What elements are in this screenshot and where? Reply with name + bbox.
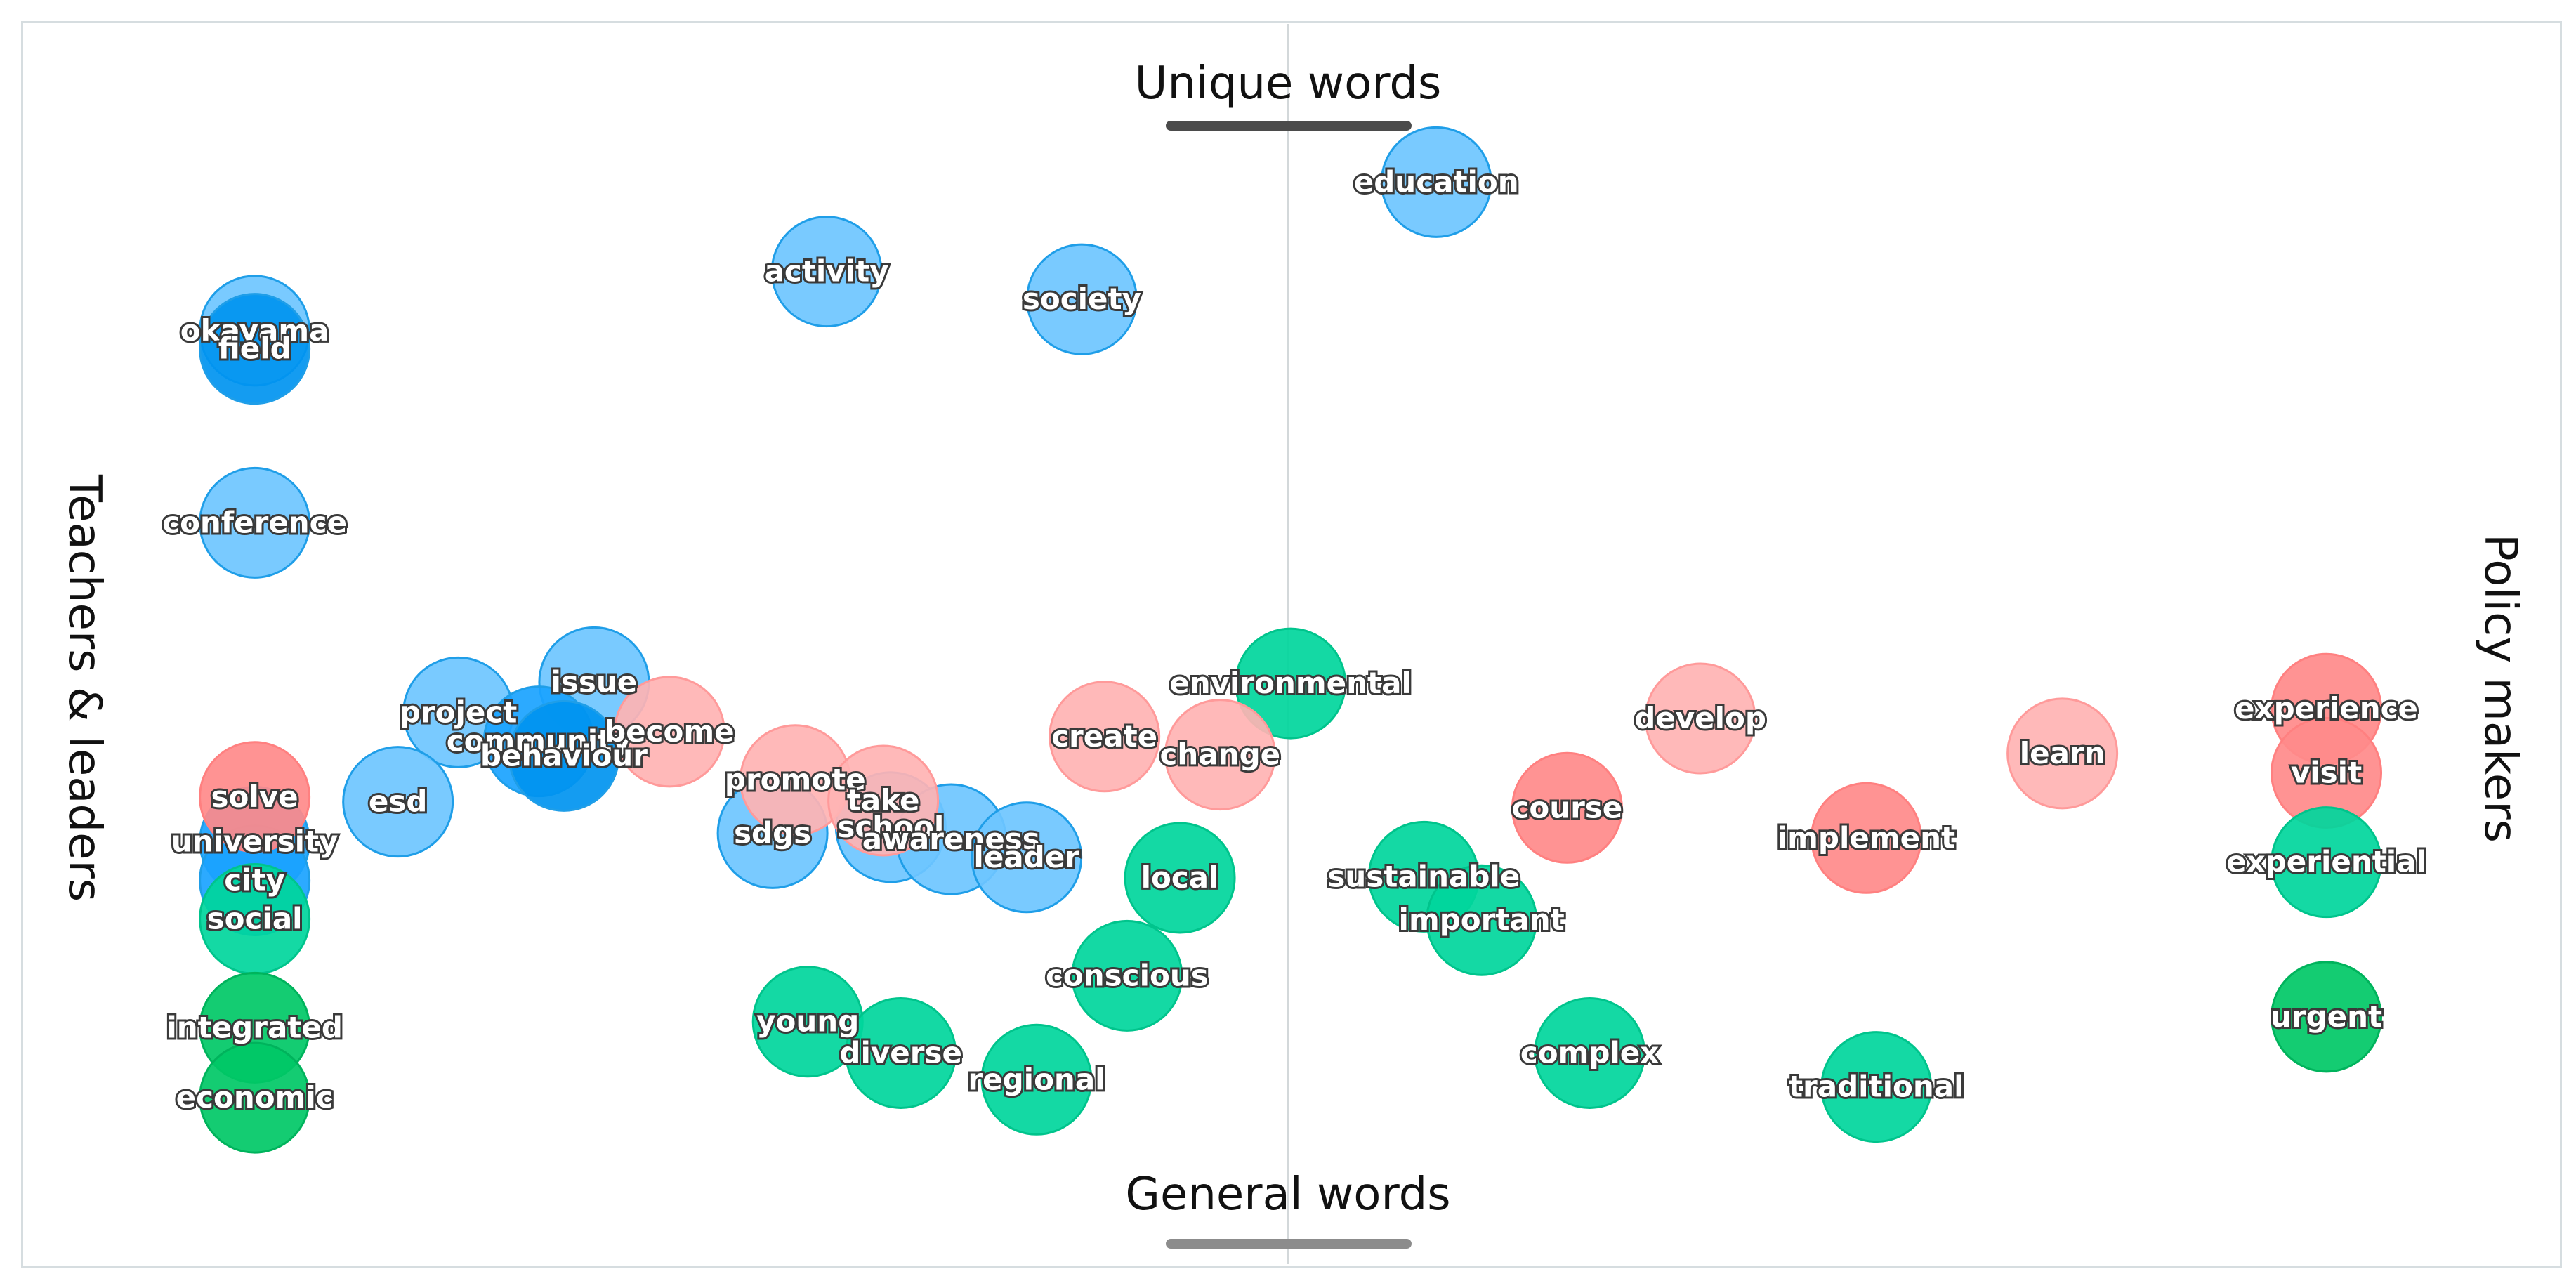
label-experience: experience	[2235, 691, 2418, 725]
point-environmental	[1235, 627, 1347, 740]
axis-title-top: Unique words	[1134, 58, 1442, 110]
point-urgent	[2271, 961, 2383, 1073]
label-social: social	[207, 902, 303, 936]
label-diverse: diverse	[839, 1035, 962, 1070]
point-complex	[1534, 997, 1646, 1109]
axis-title-bottom: General words	[1125, 1169, 1451, 1221]
label-issue: issue	[551, 664, 638, 699]
label-education: education	[1354, 164, 1519, 199]
label-sdgs: sdgs	[734, 815, 811, 850]
point-education	[1380, 126, 1492, 238]
label-change: change	[1160, 737, 1281, 772]
label-esd: esd	[369, 784, 428, 819]
label-important: important	[1399, 902, 1565, 937]
label-okayama: okayama	[180, 313, 329, 348]
label-develop: develop	[1634, 701, 1766, 735]
label-take: take	[847, 783, 920, 817]
point-society	[1025, 243, 1138, 355]
top-axis-bar	[1166, 121, 1412, 131]
label-urgent: urgent	[2271, 999, 2382, 1034]
label-conference: conference	[162, 505, 347, 539]
point-regional	[980, 1023, 1093, 1136]
label-implement: implement	[1777, 820, 1955, 855]
label-school: school	[837, 810, 944, 844]
label-activity: activity	[765, 254, 889, 289]
point-conference	[199, 466, 311, 579]
label-promote: promote	[725, 763, 866, 797]
point-experiential	[2271, 806, 2383, 919]
label-course: course	[1511, 790, 1622, 824]
label-experiential: experiential	[2226, 845, 2426, 879]
point-diverse	[845, 997, 957, 1109]
point-course	[1511, 751, 1623, 864]
point-important	[1426, 864, 1538, 976]
point-become	[613, 676, 725, 788]
point-conscious	[1071, 919, 1183, 1032]
point-learn	[2006, 697, 2119, 810]
point-esd	[342, 746, 454, 858]
label-traditional: traditional	[1789, 1070, 1964, 1104]
point-economic	[199, 1041, 311, 1154]
label-integrated: integrated	[166, 1010, 343, 1044]
label-young: young	[756, 1004, 859, 1039]
label-complex: complex	[1520, 1035, 1660, 1070]
label-become: become	[605, 714, 735, 749]
label-create: create	[1051, 719, 1157, 754]
bottom-axis-bar	[1166, 1239, 1412, 1249]
label-university: university	[171, 824, 339, 858]
point-traditional	[1820, 1031, 1933, 1143]
label-city: city	[224, 862, 285, 897]
label-field: field	[218, 331, 291, 366]
point-leader	[971, 801, 1083, 914]
label-sustainable: sustainable	[1327, 859, 1520, 893]
label-learn: learn	[2020, 736, 2105, 770]
label-conscious: conscious	[1046, 958, 1209, 992]
point-local	[1124, 822, 1236, 934]
label-project: project	[400, 695, 518, 729]
point-create	[1049, 681, 1161, 793]
point-develop	[1644, 662, 1756, 775]
point-field	[199, 293, 311, 405]
label-society: society	[1023, 282, 1141, 316]
axis-title-right: Policy makers	[2474, 534, 2526, 843]
label-visit: visit	[2291, 755, 2362, 789]
chart-frame	[21, 21, 2562, 1268]
point-take	[827, 744, 940, 857]
point-implement	[1810, 782, 1922, 894]
label-awareness: awareness	[862, 822, 1040, 856]
label-behaviour: behaviour	[480, 738, 648, 773]
axis-title-left: Teachers & leaders	[58, 474, 110, 902]
point-activity	[770, 216, 883, 328]
label-local: local	[1141, 860, 1219, 895]
label-community: community	[447, 724, 631, 758]
point-change	[1164, 699, 1276, 811]
label-environmental: environmental	[1169, 666, 1412, 700]
label-leader: leader	[973, 840, 1079, 874]
label-economic: economic	[176, 1080, 334, 1115]
label-regional: regional	[968, 1062, 1105, 1096]
point-behaviour	[508, 699, 620, 812]
point-solve	[199, 741, 311, 853]
label-solve: solve	[211, 780, 298, 814]
